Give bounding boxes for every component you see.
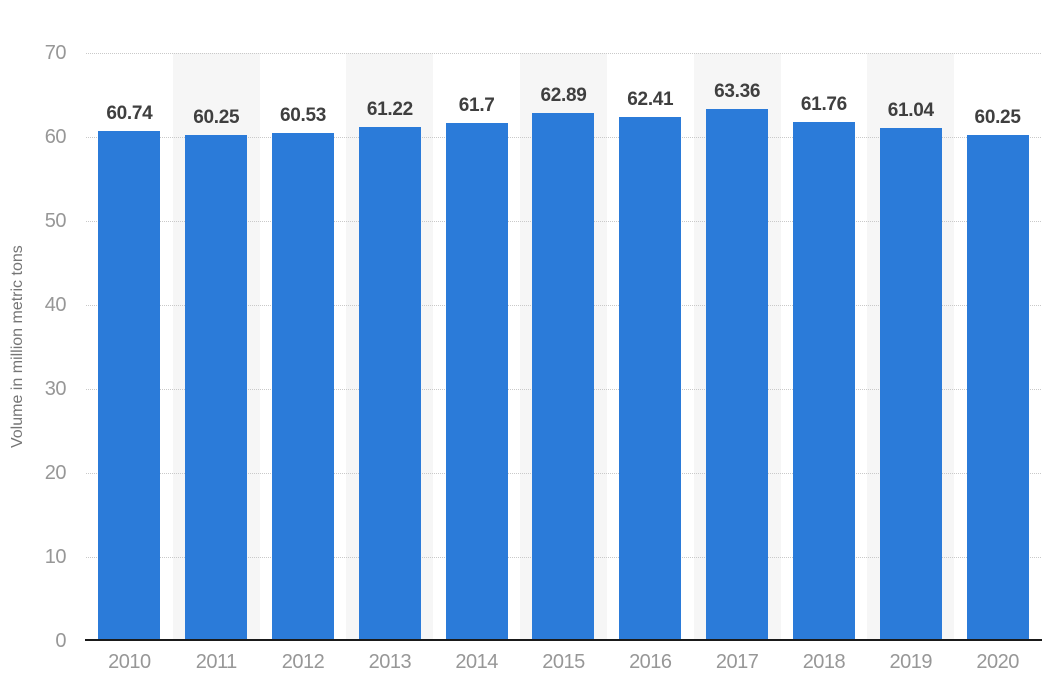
bar-value-label: 60.74 bbox=[106, 102, 153, 124]
bar-2014[interactable] bbox=[445, 122, 508, 641]
chart-column: 60.74 bbox=[86, 53, 173, 641]
y-axis-tick-label: 40 bbox=[44, 294, 67, 316]
chart-column: 62.89 bbox=[520, 53, 607, 641]
chart-column: 62.41 bbox=[607, 53, 694, 641]
y-axis-tick-label: 60 bbox=[44, 126, 67, 148]
chart-column: 60.25 bbox=[954, 53, 1041, 641]
bar-value-label: 60.25 bbox=[193, 106, 240, 128]
bar-2012[interactable] bbox=[272, 132, 335, 641]
x-axis-label: 2018 bbox=[802, 651, 846, 673]
bar-value-label: 62.41 bbox=[627, 88, 674, 110]
chart-column: 61.04 bbox=[867, 53, 954, 641]
y-axis-tick-label: 30 bbox=[44, 378, 67, 400]
bar-2013[interactable] bbox=[358, 126, 421, 641]
y-axis-tick-label: 10 bbox=[44, 546, 67, 568]
y-axis-tick-label: 0 bbox=[55, 630, 66, 652]
x-axis-label: 2019 bbox=[889, 651, 933, 673]
y-axis-tick-label: 20 bbox=[44, 462, 67, 484]
x-axis-label: 2017 bbox=[715, 651, 759, 673]
x-axis-label: 2011 bbox=[195, 651, 238, 673]
bar-2019[interactable] bbox=[879, 128, 942, 641]
bar-value-label: 61.04 bbox=[887, 100, 934, 122]
bar-value-label: 61.76 bbox=[800, 94, 847, 116]
chart-column: 60.25 bbox=[173, 53, 260, 641]
bar-value-label: 60.53 bbox=[280, 104, 327, 126]
x-axis-label: 2013 bbox=[368, 651, 412, 673]
bar-value-label: 63.36 bbox=[714, 80, 761, 102]
plot-area: 60.74 60.25 60.53 61.22 61.7 62.89 62.41 63.36 6… bbox=[86, 53, 1041, 641]
x-axis-label: 2015 bbox=[542, 651, 585, 673]
y-axis-tick-label: 50 bbox=[44, 210, 67, 232]
x-axis-line bbox=[85, 639, 1042, 641]
bar-value-label: 60.25 bbox=[974, 106, 1021, 128]
x-axis-label: 2020 bbox=[976, 651, 1019, 673]
bar-2010[interactable] bbox=[98, 130, 161, 641]
bar-2018[interactable] bbox=[792, 122, 855, 641]
chart-column: 61.76 bbox=[781, 53, 868, 641]
x-axis-label: 2012 bbox=[281, 651, 325, 673]
bar-value-label: 61.22 bbox=[366, 98, 413, 120]
bar-2017[interactable] bbox=[706, 108, 769, 641]
bar-2020[interactable] bbox=[966, 134, 1029, 641]
x-axis-label: 2016 bbox=[629, 651, 672, 673]
chart-column: 61.22 bbox=[346, 53, 433, 641]
bar-value-label: 61.7 bbox=[458, 94, 495, 116]
chart-column: 60.53 bbox=[260, 53, 347, 641]
chart-column: 63.36 bbox=[694, 53, 781, 641]
bar-2016[interactable] bbox=[619, 116, 682, 641]
x-axis-label: 2010 bbox=[108, 651, 151, 673]
y-axis-tick-label: 70 bbox=[44, 42, 67, 64]
bar-value-label: 62.89 bbox=[540, 84, 587, 106]
bar-2011[interactable] bbox=[185, 134, 248, 641]
x-axis-label: 2014 bbox=[455, 651, 498, 673]
chart-column: 61.7 bbox=[433, 53, 520, 641]
bar-2015[interactable] bbox=[532, 112, 595, 641]
gridline bbox=[86, 53, 1041, 54]
